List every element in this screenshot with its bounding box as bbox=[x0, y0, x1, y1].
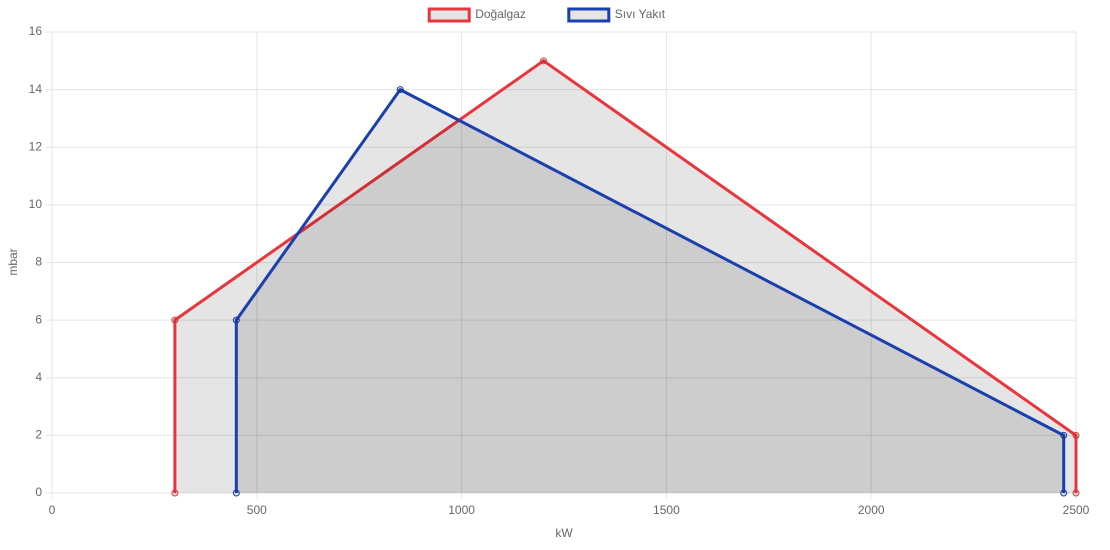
y-tick-label: 14 bbox=[29, 82, 43, 96]
x-tick-label: 2000 bbox=[858, 503, 885, 517]
legend-label[interactable]: Doğalgaz bbox=[475, 7, 526, 21]
line bbox=[173, 59, 1078, 493]
x-tick-label: 1500 bbox=[653, 503, 680, 517]
x-axis-title: kW bbox=[555, 526, 573, 540]
y-tick-label: 12 bbox=[29, 139, 43, 153]
y-tick-label: 4 bbox=[35, 370, 42, 384]
area bbox=[174, 60, 1076, 493]
point bbox=[1072, 489, 1080, 497]
y-axis-title: mbar bbox=[6, 248, 20, 275]
x-tick-label: 1000 bbox=[448, 503, 475, 517]
y-tick-label: 6 bbox=[35, 312, 42, 326]
legend-label[interactable]: Sıvı Yakıt bbox=[615, 7, 666, 21]
y-tick-label: 2 bbox=[35, 428, 42, 442]
point bbox=[1072, 431, 1080, 439]
point bbox=[232, 316, 240, 324]
point bbox=[232, 489, 240, 497]
x-tick-label: 500 bbox=[247, 503, 267, 517]
y-tick-label: 16 bbox=[29, 24, 43, 38]
area bbox=[236, 89, 1064, 493]
point bbox=[1060, 431, 1068, 439]
point bbox=[396, 86, 404, 94]
legend-swatch[interactable] bbox=[427, 7, 471, 23]
point bbox=[540, 57, 548, 65]
y-tick-label: 0 bbox=[35, 485, 42, 499]
point bbox=[171, 316, 179, 324]
point bbox=[1060, 489, 1068, 497]
x-tick-label: 0 bbox=[49, 503, 56, 517]
point bbox=[171, 489, 179, 497]
y-tick-label: 10 bbox=[29, 197, 43, 211]
x-tick-label: 2500 bbox=[1063, 503, 1090, 517]
legend-swatch[interactable] bbox=[567, 7, 611, 23]
y-tick-label: 8 bbox=[35, 255, 42, 269]
line bbox=[234, 88, 1066, 493]
